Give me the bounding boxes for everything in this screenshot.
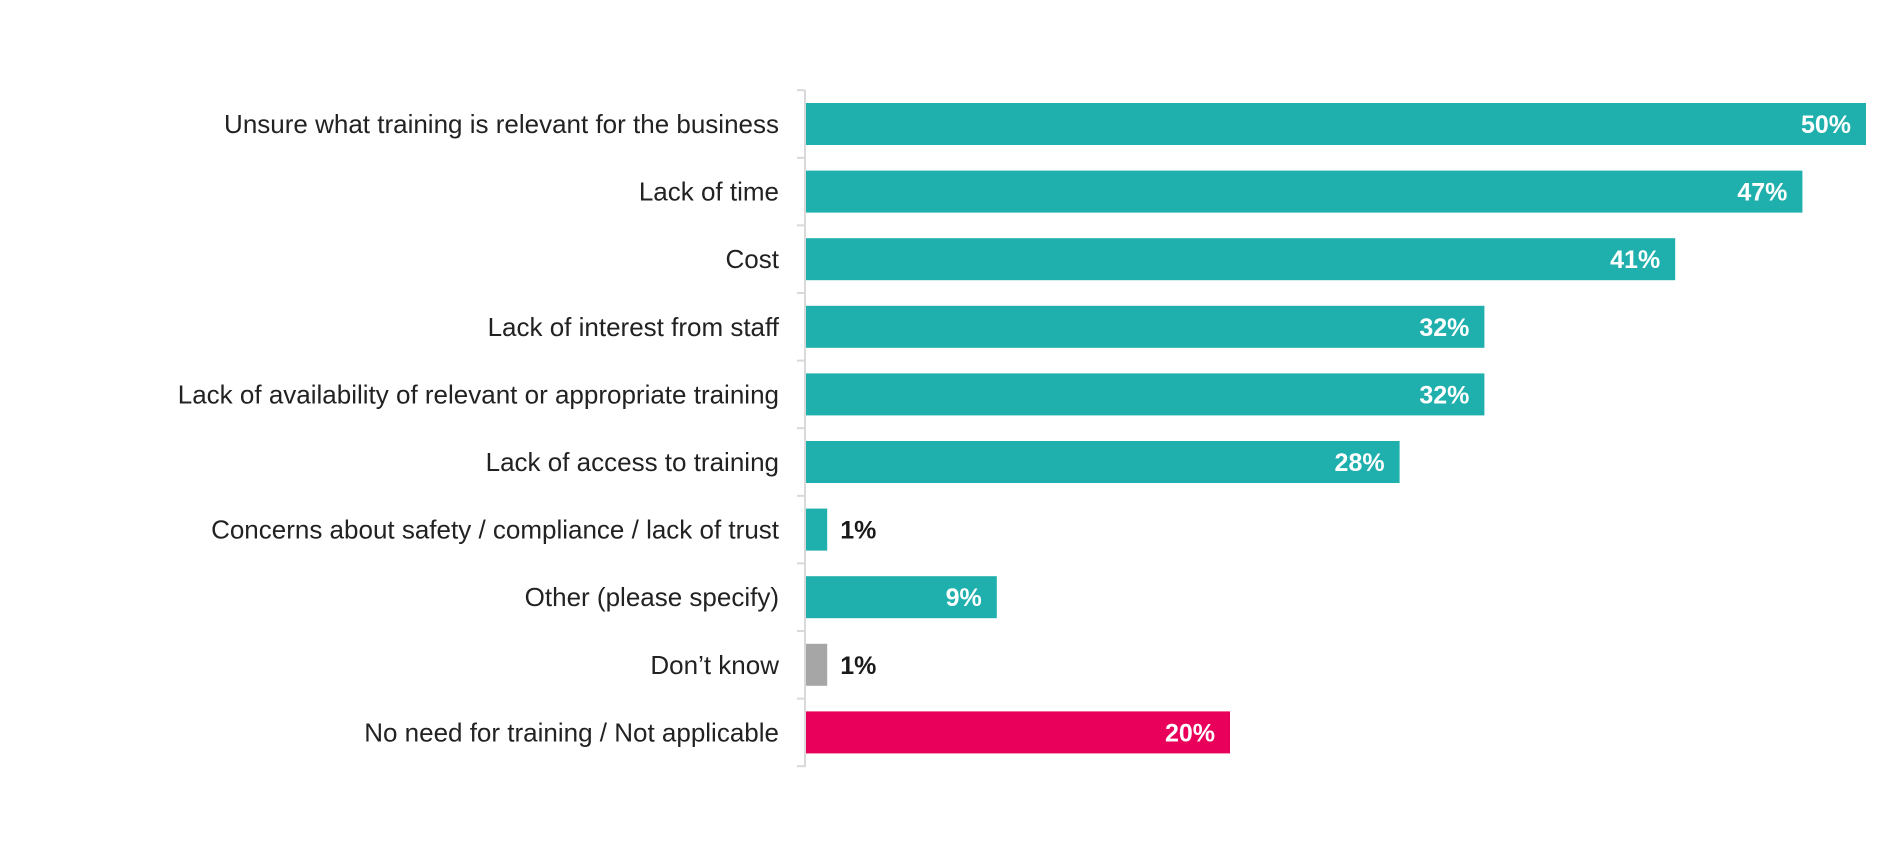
category-label-other-please-specify: Other (please specify) bbox=[525, 582, 779, 612]
bar-lack-of-access-to-training bbox=[806, 441, 1400, 483]
category-label-no-need-for-training-not-applicable: No need for training / Not applicable bbox=[364, 717, 779, 747]
bar-unsure-what-training-is-relevant-for-the-business bbox=[806, 103, 1866, 145]
value-label-unsure-what-training-is-relevant-for-the-business: 50% bbox=[1801, 111, 1851, 139]
category-label-lack-of-availability-of-relevant-or-appropriate-training: Lack of availability of relevant or appr… bbox=[178, 379, 779, 409]
value-label-don-t-know: 1% bbox=[840, 652, 876, 680]
category-label-unsure-what-training-is-relevant-for-the-business: Unsure what training is relevant for the… bbox=[224, 109, 779, 139]
category-label-concerns-about-safety-compliance-lack-of-trust: Concerns about safety / compliance / lac… bbox=[211, 515, 780, 545]
category-label-lack-of-interest-from-staff: Lack of interest from staff bbox=[488, 312, 780, 342]
bar-concerns-about-safety-compliance-lack-of-trust bbox=[806, 508, 828, 551]
category-label-cost: Cost bbox=[726, 244, 780, 274]
value-label-lack-of-availability-of-relevant-or-appropriate-training: 32% bbox=[1419, 381, 1469, 409]
bar-lack-of-time bbox=[806, 170, 1803, 213]
bar-other-please-specify bbox=[806, 576, 997, 619]
bar-no-need-for-training-not-applicable bbox=[806, 711, 1230, 754]
value-label-concerns-about-safety-compliance-lack-of-trust: 1% bbox=[840, 517, 876, 545]
value-label-lack-of-interest-from-staff: 32% bbox=[1419, 314, 1469, 342]
bar-lack-of-interest-from-staff bbox=[806, 305, 1485, 348]
bar-don-t-know bbox=[806, 643, 828, 686]
bar-lack-of-availability-of-relevant-or-appropriate-training bbox=[806, 373, 1485, 416]
value-label-lack-of-access-to-training: 28% bbox=[1335, 449, 1385, 477]
category-label-don-t-know: Don’t know bbox=[650, 650, 779, 680]
value-label-lack-of-time: 47% bbox=[1737, 179, 1787, 207]
bar-cost bbox=[806, 238, 1676, 281]
category-label-lack-of-access-to-training: Lack of access to training bbox=[486, 447, 779, 477]
value-label-cost: 41% bbox=[1610, 246, 1660, 274]
value-label-other-please-specify: 9% bbox=[946, 584, 982, 612]
category-label-lack-of-time: Lack of time bbox=[639, 177, 779, 207]
value-label-no-need-for-training-not-applicable: 20% bbox=[1165, 719, 1215, 747]
